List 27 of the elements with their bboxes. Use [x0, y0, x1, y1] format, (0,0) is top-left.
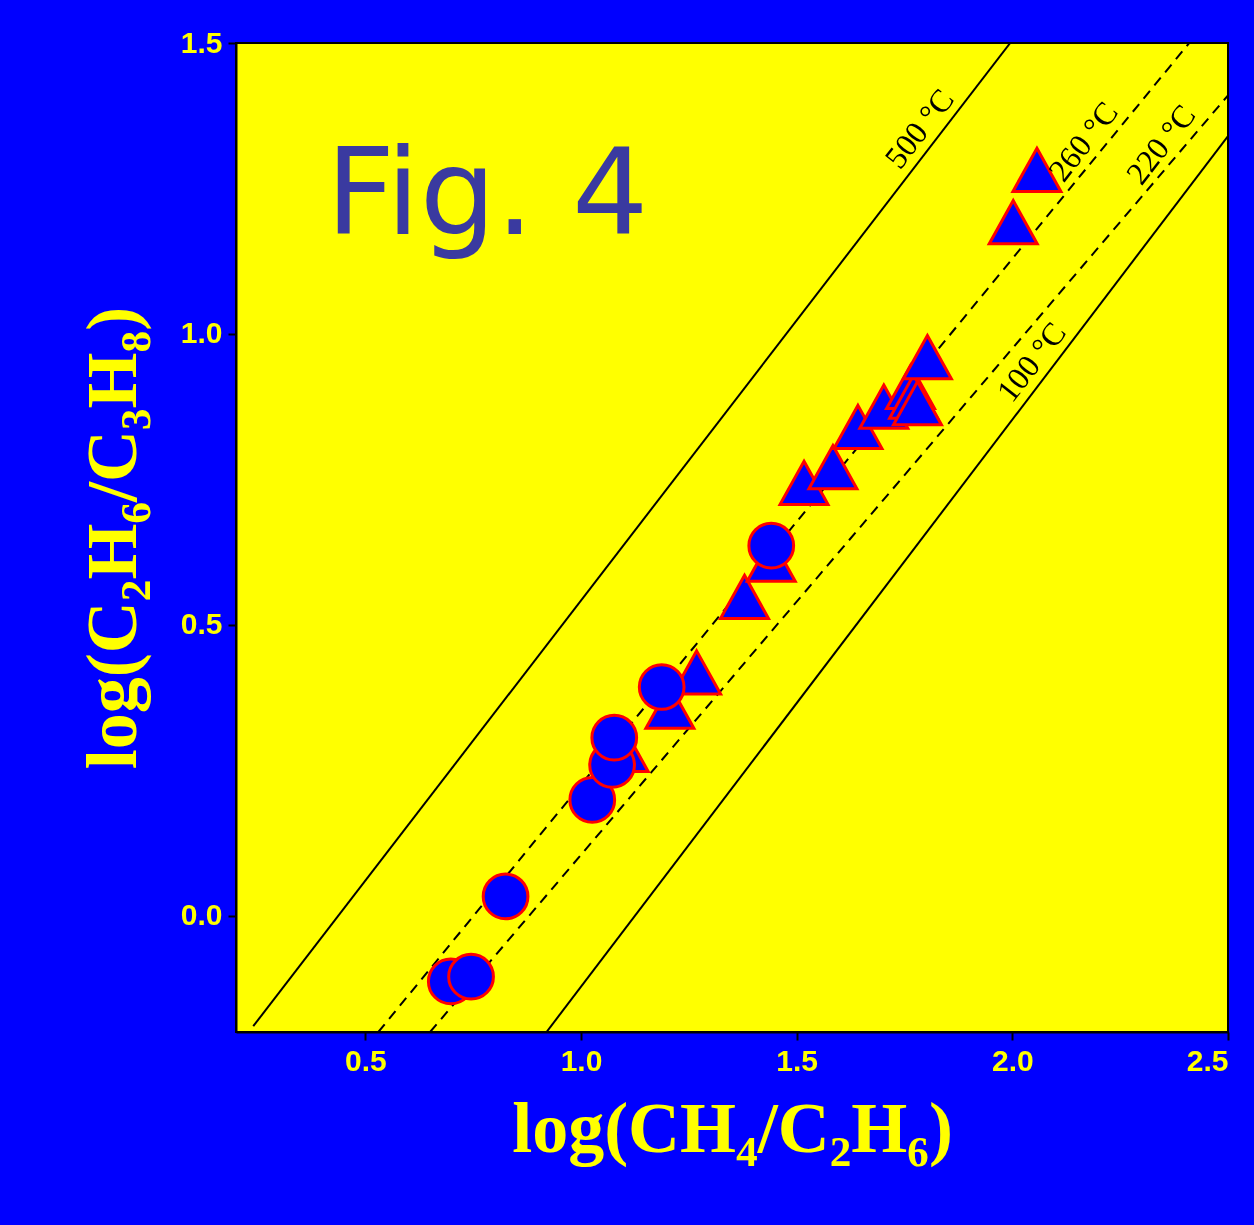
point: [807, 444, 859, 491]
point: [987, 199, 1039, 246]
annotation: Fig. 4: [326, 123, 649, 262]
point: [637, 663, 686, 711]
x-tick-label: 1.5: [776, 1043, 819, 1077]
y-tick-label: 1.5: [180, 25, 223, 59]
point: [901, 334, 953, 381]
point: [590, 713, 639, 762]
x-tick-label: 0.5: [345, 1043, 387, 1077]
point: [832, 403, 884, 451]
point: [747, 521, 796, 570]
point: [481, 872, 530, 921]
x-axis-title: log(CH₄/C₂H₆): [512, 1087, 953, 1168]
y-axis-title: log(C₂H₆/C₃H₈): [71, 306, 152, 770]
y-tick-label: 0.5: [180, 607, 223, 641]
point: [891, 380, 943, 427]
annotation: 500 °C: [877, 81, 961, 176]
point: [778, 459, 830, 506]
point: [719, 573, 770, 620]
y-tick-label: 0.0: [180, 898, 223, 932]
point: [568, 776, 617, 824]
x-tick-label: 2.0: [991, 1043, 1034, 1077]
x-tick-label: 1.0: [560, 1043, 603, 1077]
annotation: 100 °C: [989, 315, 1074, 409]
x-tick-label: 2.5: [1186, 1043, 1229, 1077]
y-tick-label: 1.0: [180, 316, 223, 350]
point: [447, 952, 495, 1001]
